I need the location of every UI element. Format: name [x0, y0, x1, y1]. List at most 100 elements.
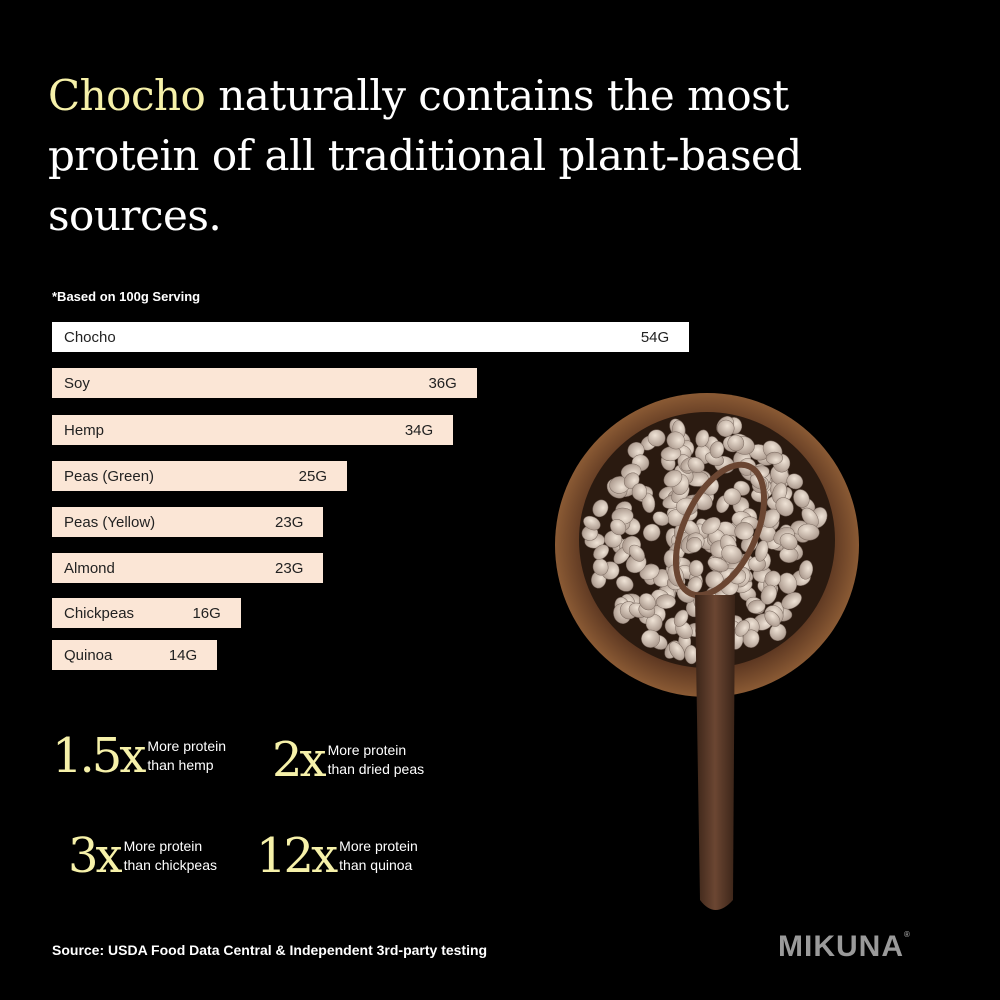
bar-hemp: Hemp 34G [52, 415, 454, 445]
stat-multiplier: 2x [272, 732, 327, 788]
bean [727, 434, 745, 452]
bean [709, 441, 725, 459]
bean [721, 544, 743, 564]
source-note: Source: USDA Food Data Central & Indepen… [52, 942, 488, 958]
bar-almond: Almond 23G [52, 553, 324, 583]
bar-quinoa: Quinoa 14G [52, 640, 218, 670]
bean [747, 599, 766, 614]
bar-chocho: Chocho 54G [52, 322, 690, 352]
bar-value: 23G [275, 559, 304, 577]
bean [652, 511, 670, 526]
bean [688, 559, 704, 577]
spoon-handle [695, 595, 735, 910]
headline-rest: naturally contains the most protein of a… [48, 71, 802, 240]
bean [695, 429, 710, 448]
bean [655, 594, 676, 609]
bean [673, 609, 689, 627]
bean [639, 593, 656, 611]
bean [734, 620, 750, 637]
bean [760, 584, 777, 605]
bean [798, 560, 814, 580]
bar-peas-green: Peas (Green) 25G [52, 461, 347, 491]
stat-2: 3x More protein than chickpeas [68, 832, 217, 880]
bar-soy: Soy 36G [52, 368, 477, 398]
bar-value: 36G [428, 374, 457, 392]
stat-multiplier: 12x [256, 828, 338, 884]
stat-0: 1.5x More protein than hemp [52, 732, 226, 780]
stat-text: More protein than dried peas [328, 741, 425, 779]
bean [666, 431, 685, 450]
bar-label: Hemp [64, 421, 105, 439]
bean [641, 629, 661, 648]
bar-label: Peas (Yellow) [64, 513, 156, 531]
serving-note: *Based on 100g Serving [52, 289, 201, 304]
bean [593, 544, 609, 560]
bean [755, 540, 769, 562]
stat-line1: More protein [339, 838, 418, 854]
bean [781, 592, 802, 610]
stat-multiplier: 1.5x [52, 728, 146, 784]
bean [592, 499, 609, 518]
bar-label: Chocho [64, 328, 116, 346]
bowl-of-beans-image [555, 393, 859, 910]
bean [641, 492, 656, 513]
headline-highlight: Chocho [48, 71, 206, 120]
stat-line1: More protein [123, 838, 203, 854]
bean [786, 473, 804, 490]
bean [793, 489, 810, 508]
bean [643, 523, 661, 542]
bar-value: 23G [275, 513, 304, 531]
bean [775, 497, 794, 517]
brand-name: MIKUNA [778, 930, 904, 963]
bar-value: 14G [168, 646, 198, 664]
bar-value: 16G [192, 604, 221, 622]
bean [764, 570, 781, 587]
bar-value: 25G [298, 467, 327, 485]
bean [663, 469, 683, 488]
bean [628, 544, 645, 562]
bar-value: 34G [404, 421, 434, 439]
stat-3: 12x More protein than quinoa [256, 832, 418, 880]
bar-label: Almond [64, 559, 115, 577]
bean [647, 429, 666, 447]
bar-label: Quinoa [64, 646, 113, 664]
bean [707, 557, 729, 572]
spoon-bowl [672, 461, 768, 599]
stat-text: More protein than chickpeas [124, 837, 217, 875]
bean [797, 523, 820, 541]
bean [583, 515, 601, 531]
brand-logo: MIKUNA® [778, 930, 911, 964]
bar-label: Soy [64, 374, 90, 392]
bar-label: Peas (Green) [64, 467, 155, 485]
stat-line2: than chickpeas [123, 857, 218, 873]
bean [723, 488, 742, 506]
stat-1: 2x More protein than dried peas [272, 736, 424, 784]
bean [639, 563, 660, 581]
stat-text: More protein than quinoa [339, 837, 418, 875]
bean [685, 537, 703, 553]
stat-line2: than dried peas [327, 761, 425, 777]
bean [616, 575, 634, 592]
bean [631, 483, 647, 501]
stat-text: More protein than hemp [147, 737, 226, 775]
stat-line1: More protein [147, 738, 226, 754]
bean [668, 641, 685, 661]
bean [779, 533, 798, 551]
bar-label: Chickpeas [64, 604, 135, 622]
headline: Chocho naturally contains the most prote… [48, 66, 908, 246]
stat-multiplier: 3x [68, 828, 123, 884]
bar-value: 54G [640, 328, 670, 346]
stat-line2: than hemp [147, 757, 214, 773]
bar-chickpeas: Chickpeas 16G [52, 598, 241, 628]
bean [610, 519, 627, 536]
bean [765, 451, 783, 465]
stat-line2: than quinoa [339, 857, 413, 873]
stat-line1: More protein [327, 742, 407, 758]
bean [687, 457, 705, 473]
bean [734, 522, 754, 541]
bean [701, 517, 721, 535]
bean [764, 610, 781, 627]
bar-peas-yellow: Peas (Yellow) 23G [52, 507, 324, 537]
bean [717, 419, 735, 437]
brand-mark: ® [904, 930, 911, 939]
